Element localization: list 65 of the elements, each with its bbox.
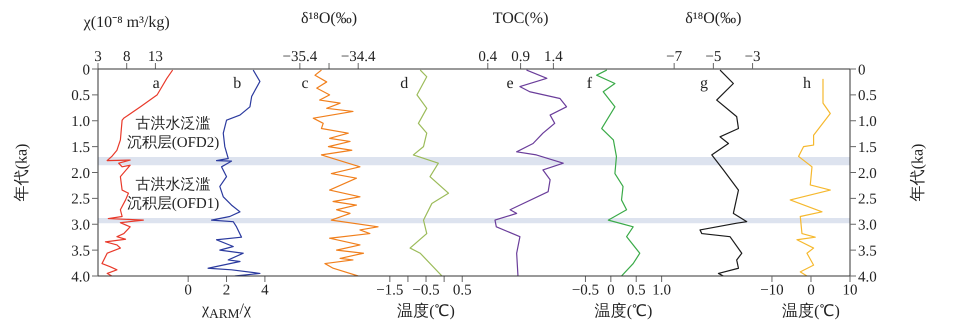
y-tick-label: 0.5 — [71, 88, 90, 104]
x-tick-label: −34.4 — [340, 49, 376, 65]
x-tick-label: 0.5 — [626, 282, 646, 299]
x-tick-label: 8 — [122, 49, 130, 65]
x-tick-label: −3 — [744, 49, 761, 65]
y-tick-label: 1.0 — [858, 114, 877, 130]
x-tick-label: 0 — [184, 282, 192, 299]
x-tick-label: −1.5 — [376, 282, 404, 299]
x-tick-label: −10 — [760, 282, 784, 299]
x-tick-label: 4 — [261, 282, 270, 299]
series-label: d — [400, 75, 408, 93]
annotation: 沉积层(OFD1) — [126, 195, 220, 214]
x-tick-label: −0.5 — [412, 282, 440, 299]
y-tick-label: 0 — [82, 62, 90, 78]
x-tick-label: 1.0 — [652, 282, 671, 299]
y-tick-label: 3.0 — [71, 218, 90, 234]
x-tick-label: 2 — [222, 282, 230, 299]
y-axis-title: 年代(ka) — [12, 144, 32, 202]
x-tick-label: −5 — [705, 49, 722, 65]
x-axis-title: δ¹⁸O(‰) — [300, 10, 358, 28]
y-tick-label: 0.5 — [858, 88, 877, 104]
x-tick-label: 10 — [842, 282, 858, 299]
y-tick-label: 2.0 — [71, 166, 90, 182]
x-axis-title: 温度(℃) — [781, 302, 841, 322]
x-tick-label: 0.5 — [452, 282, 472, 299]
x-tick-label: 0.9 — [511, 49, 530, 65]
y-tick-label: 1.0 — [71, 114, 90, 130]
y-tick-label: 4.0 — [858, 269, 877, 286]
y-tick-label: 1.5 — [71, 140, 90, 156]
x-axis-title: χ$_{ARM}$/χ — [201, 301, 252, 322]
series-label: f — [586, 75, 592, 93]
series-label: g — [700, 75, 708, 93]
x-tick-label: 0 — [807, 282, 815, 299]
y-tick-label: 3.5 — [71, 243, 90, 260]
annotation: 古洪水泛滥 — [134, 114, 212, 134]
annotation: 古洪水泛滥 — [134, 176, 212, 196]
annotation: 沉积层(OFD2) — [126, 134, 220, 153]
x-tick-label: −7 — [666, 49, 683, 65]
x-axis-title: 温度(℃) — [396, 302, 456, 322]
x-tick-label: 0.4 — [478, 49, 498, 65]
x-tick-label: 0 — [607, 282, 615, 299]
x-tick-label: −35.4 — [282, 49, 318, 65]
y-tick-label: 2.5 — [858, 192, 877, 208]
y-tick-label: 2.0 — [858, 166, 877, 182]
x-tick-label: 1.4 — [544, 49, 564, 65]
series-label: c — [301, 75, 309, 93]
series-label: e — [506, 75, 514, 93]
y-axis-title: 年代(ka) — [908, 144, 928, 202]
series-label: h — [802, 75, 811, 93]
y-tick-label: 4.0 — [71, 269, 90, 286]
y-tick-label: 0 — [858, 62, 866, 78]
x-axis-title: TOC(%) — [492, 10, 550, 28]
x-axis-title: 温度(℃) — [594, 302, 654, 322]
x-tick-label: −0.5 — [572, 282, 600, 299]
line-series — [790, 78, 831, 276]
series-label: b — [233, 75, 242, 93]
x-tick-label: 3 — [94, 49, 102, 65]
x-axis-title: δ¹⁸O(‰) — [684, 10, 742, 28]
x-axis-title: χ(10⁻⁸ m³/kg) — [82, 13, 171, 32]
y-tick-label: 3.5 — [858, 243, 877, 260]
x-tick-label: 13 — [148, 49, 163, 65]
y-tick-label: 1.5 — [858, 140, 877, 156]
series-label: a — [152, 75, 160, 93]
y-tick-label: 2.5 — [71, 192, 90, 208]
y-tick-label: 3.0 — [858, 218, 877, 234]
